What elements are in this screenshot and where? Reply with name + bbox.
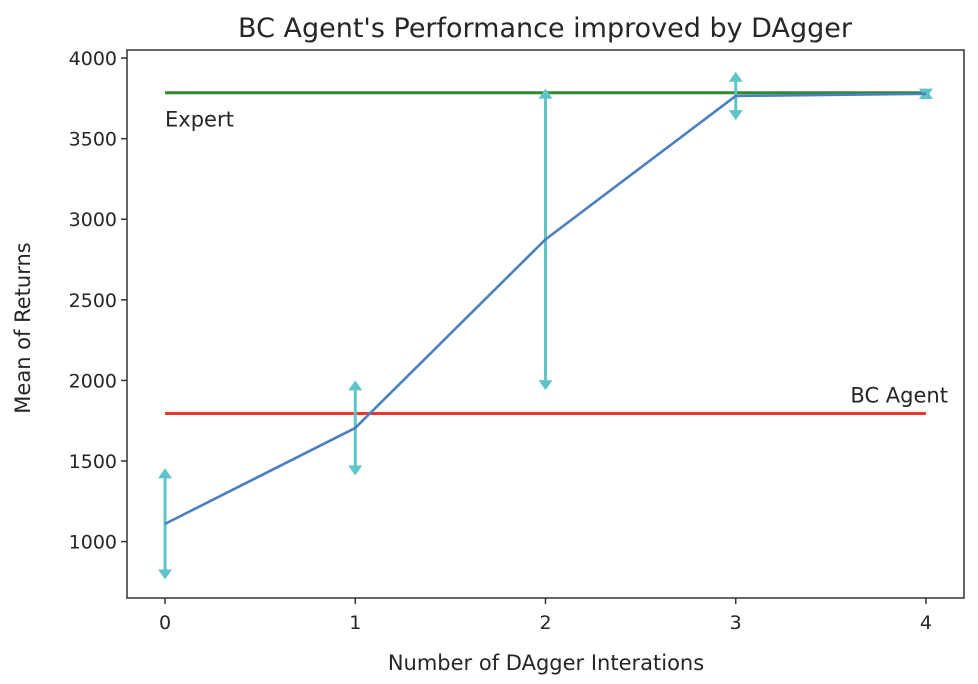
- series-line: [164, 92, 926, 526]
- errorbar-arrowhead: [348, 465, 363, 476]
- reference-line-label: BC Agent: [850, 383, 948, 407]
- x-axis-label: Number of DAgger Interations: [388, 651, 704, 675]
- x-tick-label: 3: [730, 612, 742, 634]
- errorbar-arrowhead: [918, 88, 933, 99]
- plot-marks: Expert BC Agent: [158, 71, 948, 580]
- y-tick-label: 2000: [69, 370, 117, 392]
- y-tick-label: 3000: [69, 209, 117, 231]
- y-tick-label: 2500: [69, 290, 117, 312]
- y-axis-label: Mean of Returns: [11, 242, 35, 413]
- y-tick-label: 1500: [69, 451, 117, 473]
- x-tick-label: 0: [159, 612, 171, 634]
- errorbar-arrowhead: [728, 110, 743, 121]
- y-tick-label: 4000: [69, 48, 117, 70]
- errorbar-arrowhead: [538, 380, 553, 391]
- axes: 1000 1500 2000 2500 3000 3500 4000 0 1 2 3 4: [69, 48, 932, 634]
- y-tick-label: 3500: [69, 129, 117, 151]
- reference-line-label: Expert: [165, 108, 234, 132]
- x-tick-label: 1: [349, 612, 361, 634]
- errorbar-arrowhead: [158, 468, 173, 479]
- chart-title: BC Agent's Performance improved by DAgge…: [238, 13, 853, 44]
- y-tick-label: 1000: [69, 532, 117, 554]
- x-tick-label: 4: [920, 612, 932, 634]
- errorbar-arrowhead: [728, 71, 743, 82]
- errorbar-arrowhead: [348, 380, 363, 391]
- x-tick-label: 2: [539, 612, 551, 634]
- errorbar-arrowhead: [158, 569, 173, 580]
- errorbar-arrowhead: [538, 88, 553, 99]
